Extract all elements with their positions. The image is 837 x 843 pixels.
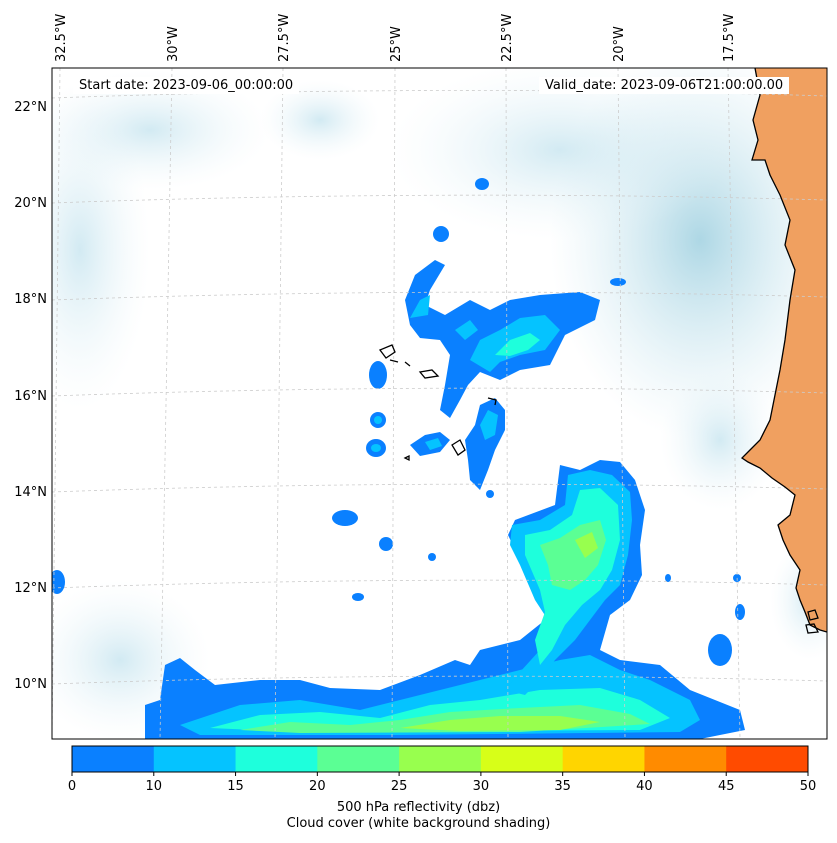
- lon-tick-labels: 32.5°W 30°W 27.5°W 25°W 22.5°W 20°W 17.5…: [54, 14, 737, 62]
- colorbar-segment: [562, 746, 645, 772]
- map-frame: [51, 67, 828, 740]
- colorbar-tick-label: 50: [800, 779, 817, 794]
- colorbar-label-line2: Cloud cover (white background shading): [286, 816, 551, 831]
- colorbar-ticks: 0 10 15 20 25 30 35 40 45 50: [68, 772, 816, 794]
- colorbar-tick-label: 15: [227, 779, 244, 794]
- colorbar-segments: [72, 746, 809, 772]
- reflectivity-field: [52, 178, 745, 739]
- colorbar-segment: [317, 746, 400, 772]
- colorbar-segment: [480, 746, 564, 772]
- lon-tick-label: 25°W: [389, 26, 404, 62]
- colorbar-tick-label: 40: [636, 779, 653, 794]
- colorbar-segment: [644, 746, 727, 772]
- lat-tick-labels: 22°N 20°N 18°N 16°N 14°N 12°N 10°N: [14, 100, 47, 692]
- lon-tick-label: 20°W: [612, 26, 627, 62]
- colorbar-segment: [72, 746, 155, 772]
- colorbar-tick-label: 0: [68, 779, 76, 794]
- lat-tick-label: 16°N: [14, 389, 47, 404]
- lon-tick-label: 17.5°W: [722, 14, 737, 62]
- africa-land: [742, 68, 827, 632]
- colorbar-tick-label: 10: [146, 779, 163, 794]
- colorbar-title: 500 hPa reflectivity (dbz) Cloud cover (…: [0, 800, 837, 832]
- lat-tick-label: 12°N: [14, 581, 47, 596]
- lon-tick-label: 30°W: [166, 26, 181, 62]
- colorbar-tick-label: 20: [309, 779, 326, 794]
- colorbar-segment: [153, 746, 237, 772]
- gridlines: [52, 68, 827, 739]
- lon-tick-label: 32.5°W: [54, 14, 69, 62]
- colorbar-segment: [399, 746, 482, 772]
- colorbar-segment: [235, 746, 318, 772]
- colorbar: 0 10 15 20 25 30 35 40 45 50: [68, 745, 816, 794]
- lon-tick-label: 22.5°W: [500, 14, 515, 62]
- lat-tick-label: 14°N: [14, 485, 47, 500]
- coastlines: [378, 68, 827, 634]
- lat-tick-label: 18°N: [14, 292, 47, 307]
- colorbar-frame: [71, 745, 809, 773]
- lat-tick-label: 22°N: [14, 100, 47, 115]
- lat-tick-label: 10°N: [14, 677, 47, 692]
- colorbar-tick-label: 30: [473, 779, 490, 794]
- start-date-label: Start date: 2023-09-06_00:00:00: [73, 77, 300, 94]
- map-panel: [52, 68, 827, 739]
- valid-date-label: Valid_date: 2023-09-06T21:00:00.00: [539, 77, 790, 94]
- colorbar-segment: [726, 746, 809, 772]
- colorbar-tick-label: 45: [718, 779, 735, 794]
- colorbar-tick-label: 25: [391, 779, 408, 794]
- colorbar-tick-label: 35: [554, 779, 571, 794]
- colorbar-label-line1: 500 hPa reflectivity (dbz): [336, 800, 501, 815]
- lat-tick-label: 20°N: [14, 196, 47, 211]
- lon-tick-label: 27.5°W: [277, 14, 292, 62]
